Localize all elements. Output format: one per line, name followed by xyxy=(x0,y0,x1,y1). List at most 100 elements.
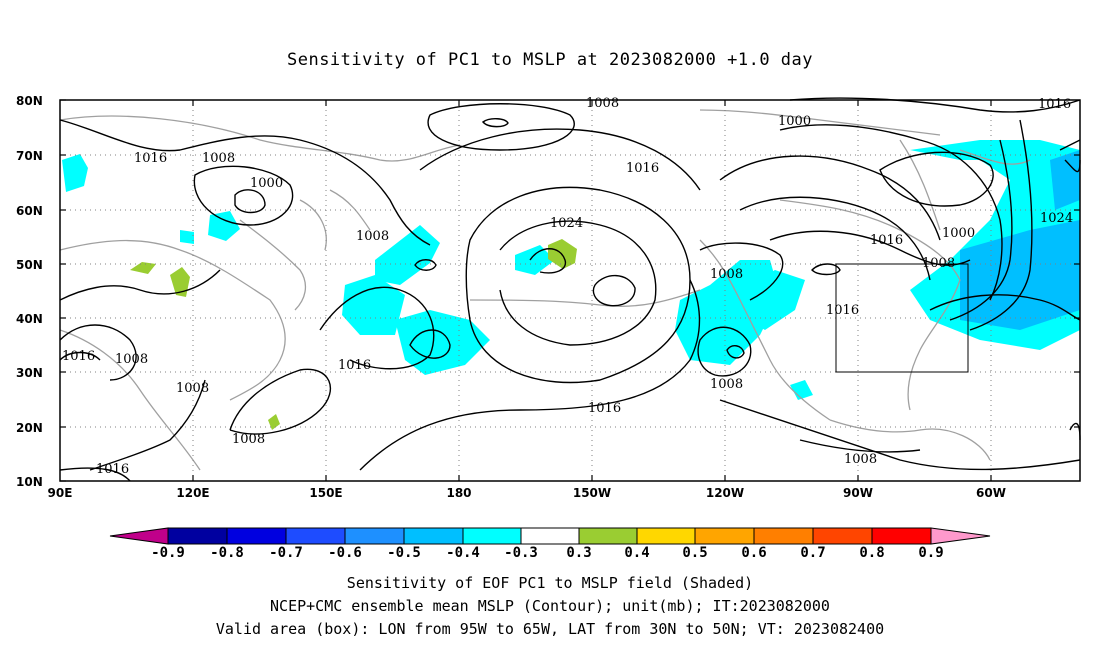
contour-label: 1016 xyxy=(338,358,371,373)
contour xyxy=(419,128,701,191)
coastline xyxy=(779,199,961,411)
lat-label: 30N xyxy=(16,366,43,380)
contour xyxy=(59,351,101,361)
shading-negative xyxy=(790,380,813,400)
contour xyxy=(234,189,266,214)
colorbar-swatch xyxy=(462,527,522,545)
grid xyxy=(60,100,1080,481)
contour xyxy=(719,399,1081,471)
coastline xyxy=(829,419,991,461)
contour-label: 1008 xyxy=(586,96,619,111)
contour-label: 1016 xyxy=(826,303,859,318)
contour xyxy=(499,220,657,346)
axis-ticks xyxy=(60,99,1080,482)
coastline xyxy=(899,139,941,231)
contour-label: 1000 xyxy=(942,226,975,241)
contour xyxy=(59,119,431,246)
contour-label: 1016 xyxy=(62,349,95,364)
contour xyxy=(592,274,636,307)
contour-label: 1000 xyxy=(778,114,811,129)
contour xyxy=(726,345,745,359)
contour-label: 1016 xyxy=(588,401,621,416)
contour xyxy=(59,467,131,482)
colorbar-swatch xyxy=(753,527,814,545)
caption-contour: NCEP+CMC ensemble mean MSLP (Contour); u… xyxy=(270,597,830,615)
coastlines xyxy=(59,109,1031,471)
contour xyxy=(949,139,1013,321)
colorbar-label: 0.8 xyxy=(859,545,884,561)
colorbar-swatch xyxy=(285,527,346,545)
lon-label: 180 xyxy=(446,486,471,500)
shading-negative xyxy=(515,245,555,275)
map-frame xyxy=(59,99,1081,482)
contour xyxy=(811,263,841,276)
latitude-labels: 80N 70N 60N 50N 40N 30N 20N 10N xyxy=(16,94,43,489)
contour xyxy=(779,124,1003,301)
colorbar: -0.9 -0.8 -0.7 -0.6 -0.5 -0.4 -0.3 0.3 0… xyxy=(109,527,991,561)
contour-label: 1024 xyxy=(1040,211,1073,226)
shading-positive xyxy=(170,267,190,297)
coastline xyxy=(59,115,461,162)
contour xyxy=(969,119,1033,331)
colorbar-swatch xyxy=(694,527,755,545)
coastline xyxy=(469,289,701,307)
coastline xyxy=(59,239,286,401)
contour xyxy=(879,151,994,207)
shading-negative xyxy=(342,275,405,335)
contour-label: 1008 xyxy=(356,229,389,244)
contour-label: 1008 xyxy=(710,267,743,282)
coastline xyxy=(299,199,327,251)
contour xyxy=(319,286,435,370)
contour-label: 1024 xyxy=(550,216,583,231)
lon-label: 90W xyxy=(843,486,873,500)
shading-negative xyxy=(1050,150,1080,210)
coastline xyxy=(329,189,371,231)
contour xyxy=(799,439,921,453)
contour xyxy=(719,155,941,241)
coastline xyxy=(239,219,307,311)
colorbar-label: 0.9 xyxy=(918,545,943,561)
lon-label: 60W xyxy=(976,486,1006,500)
coastline xyxy=(959,149,1031,165)
lon-label: 120W xyxy=(706,486,744,500)
shading-positive xyxy=(268,414,280,430)
contour xyxy=(697,326,752,377)
colorbar-label: -0.3 xyxy=(504,545,538,561)
contour-label: 1016 xyxy=(96,462,129,477)
contour xyxy=(414,259,437,271)
lon-label: 90E xyxy=(48,486,73,500)
valid-area-box xyxy=(835,263,969,373)
contour xyxy=(465,186,691,384)
lat-label: 10N xyxy=(16,475,43,489)
contour xyxy=(193,165,294,226)
contour-label: 1016 xyxy=(870,233,903,248)
colorbar-label: -0.5 xyxy=(387,545,421,561)
caption-valid-area: Valid area (box): LON from 95W to 65W, L… xyxy=(215,620,885,638)
shading-negative xyxy=(960,220,1080,330)
colorbar-swatch xyxy=(871,527,932,545)
contour-label: 1008 xyxy=(232,432,265,447)
contour-label: 1008 xyxy=(710,377,743,392)
contour-label: 1016 xyxy=(134,151,167,166)
colorbar-swatch xyxy=(636,527,696,545)
colorbar-label: 0.6 xyxy=(741,545,766,561)
lat-label: 40N xyxy=(16,312,43,326)
colorbar-labels: -0.9 -0.8 -0.7 -0.6 -0.5 -0.4 -0.3 0.3 0… xyxy=(151,545,944,561)
lat-label: 80N xyxy=(16,94,43,108)
map-panel: 1008 1016 1016 1008 1000 1016 1008 1024 … xyxy=(16,94,1081,500)
contour xyxy=(59,324,137,381)
contour xyxy=(1069,422,1081,441)
shading-negative xyxy=(740,270,805,330)
shading-positive xyxy=(130,262,156,274)
colorbar-label: 0.4 xyxy=(624,545,649,561)
colorbar-swatch xyxy=(403,527,464,545)
coastline xyxy=(699,109,941,136)
colorbar-swatch xyxy=(578,527,638,545)
contour xyxy=(59,269,221,301)
colorbar-label: -0.7 xyxy=(269,545,303,561)
shading-negative xyxy=(62,154,88,192)
coastline xyxy=(699,239,831,421)
contour xyxy=(229,368,331,435)
contour xyxy=(409,329,451,359)
